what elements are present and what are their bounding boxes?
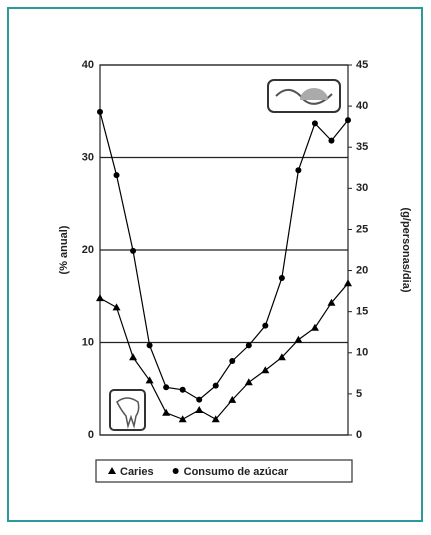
data-point [244,378,253,386]
data-point [162,408,171,416]
y-axis-label: (% anual) [58,225,70,274]
data-point [195,406,204,414]
legend [95,459,353,483]
y-tick-label: 10 [82,336,94,348]
legend-marker [108,467,116,474]
y2-tick-label: 10 [356,347,368,359]
y2-tick-label: 5 [356,388,362,400]
data-point [97,108,103,115]
series-line [99,282,349,421]
legend-label: Consumo de azúcar [184,466,289,478]
data-point [261,366,270,374]
y-tick-label: 20 [82,244,94,256]
data-point [145,376,154,384]
data-point [277,353,286,361]
y-tick-label: 40 [82,59,94,71]
data-point [146,342,153,349]
y2-tick-label: 15 [356,306,368,318]
data-point [229,358,236,364]
y2-tick-label: 35 [356,141,368,153]
data-point [311,120,318,127]
data-point [96,294,104,302]
data-point [211,415,220,423]
data-point [262,322,269,329]
data-point [196,396,203,403]
data-point [178,415,187,423]
data-point [278,274,285,281]
data-point [295,167,302,174]
y2-tick-label: 20 [356,264,368,276]
y-tick-label: 30 [82,151,94,163]
data-point [294,335,303,343]
data-point [112,303,121,311]
outer-frame [7,7,423,522]
sugar-icon [267,79,341,113]
data-point [245,342,252,349]
data-point [328,137,335,144]
y2-tick-label: 25 [356,223,368,235]
y2-tick-label: 40 [356,100,368,112]
legend-label: Caries [120,466,154,478]
data-point [113,172,120,179]
data-point [344,279,352,287]
y2-tick-label: 45 [356,59,368,71]
series-line [99,111,349,401]
data-point [163,384,170,391]
data-point [228,395,237,403]
data-point [310,323,319,331]
data-point [212,382,219,389]
legend-marker [172,468,179,474]
data-point [130,247,137,254]
y2-tick-label: 0 [356,429,362,441]
data-point [345,117,351,124]
y-tick-label: 0 [88,429,94,441]
tooth-icon [109,389,146,431]
data-point [129,353,138,361]
y2-tick-label: 30 [356,182,368,194]
y2-axis-label: (g/personas/dia) [400,208,412,293]
data-point [179,386,186,393]
data-point [327,298,336,306]
